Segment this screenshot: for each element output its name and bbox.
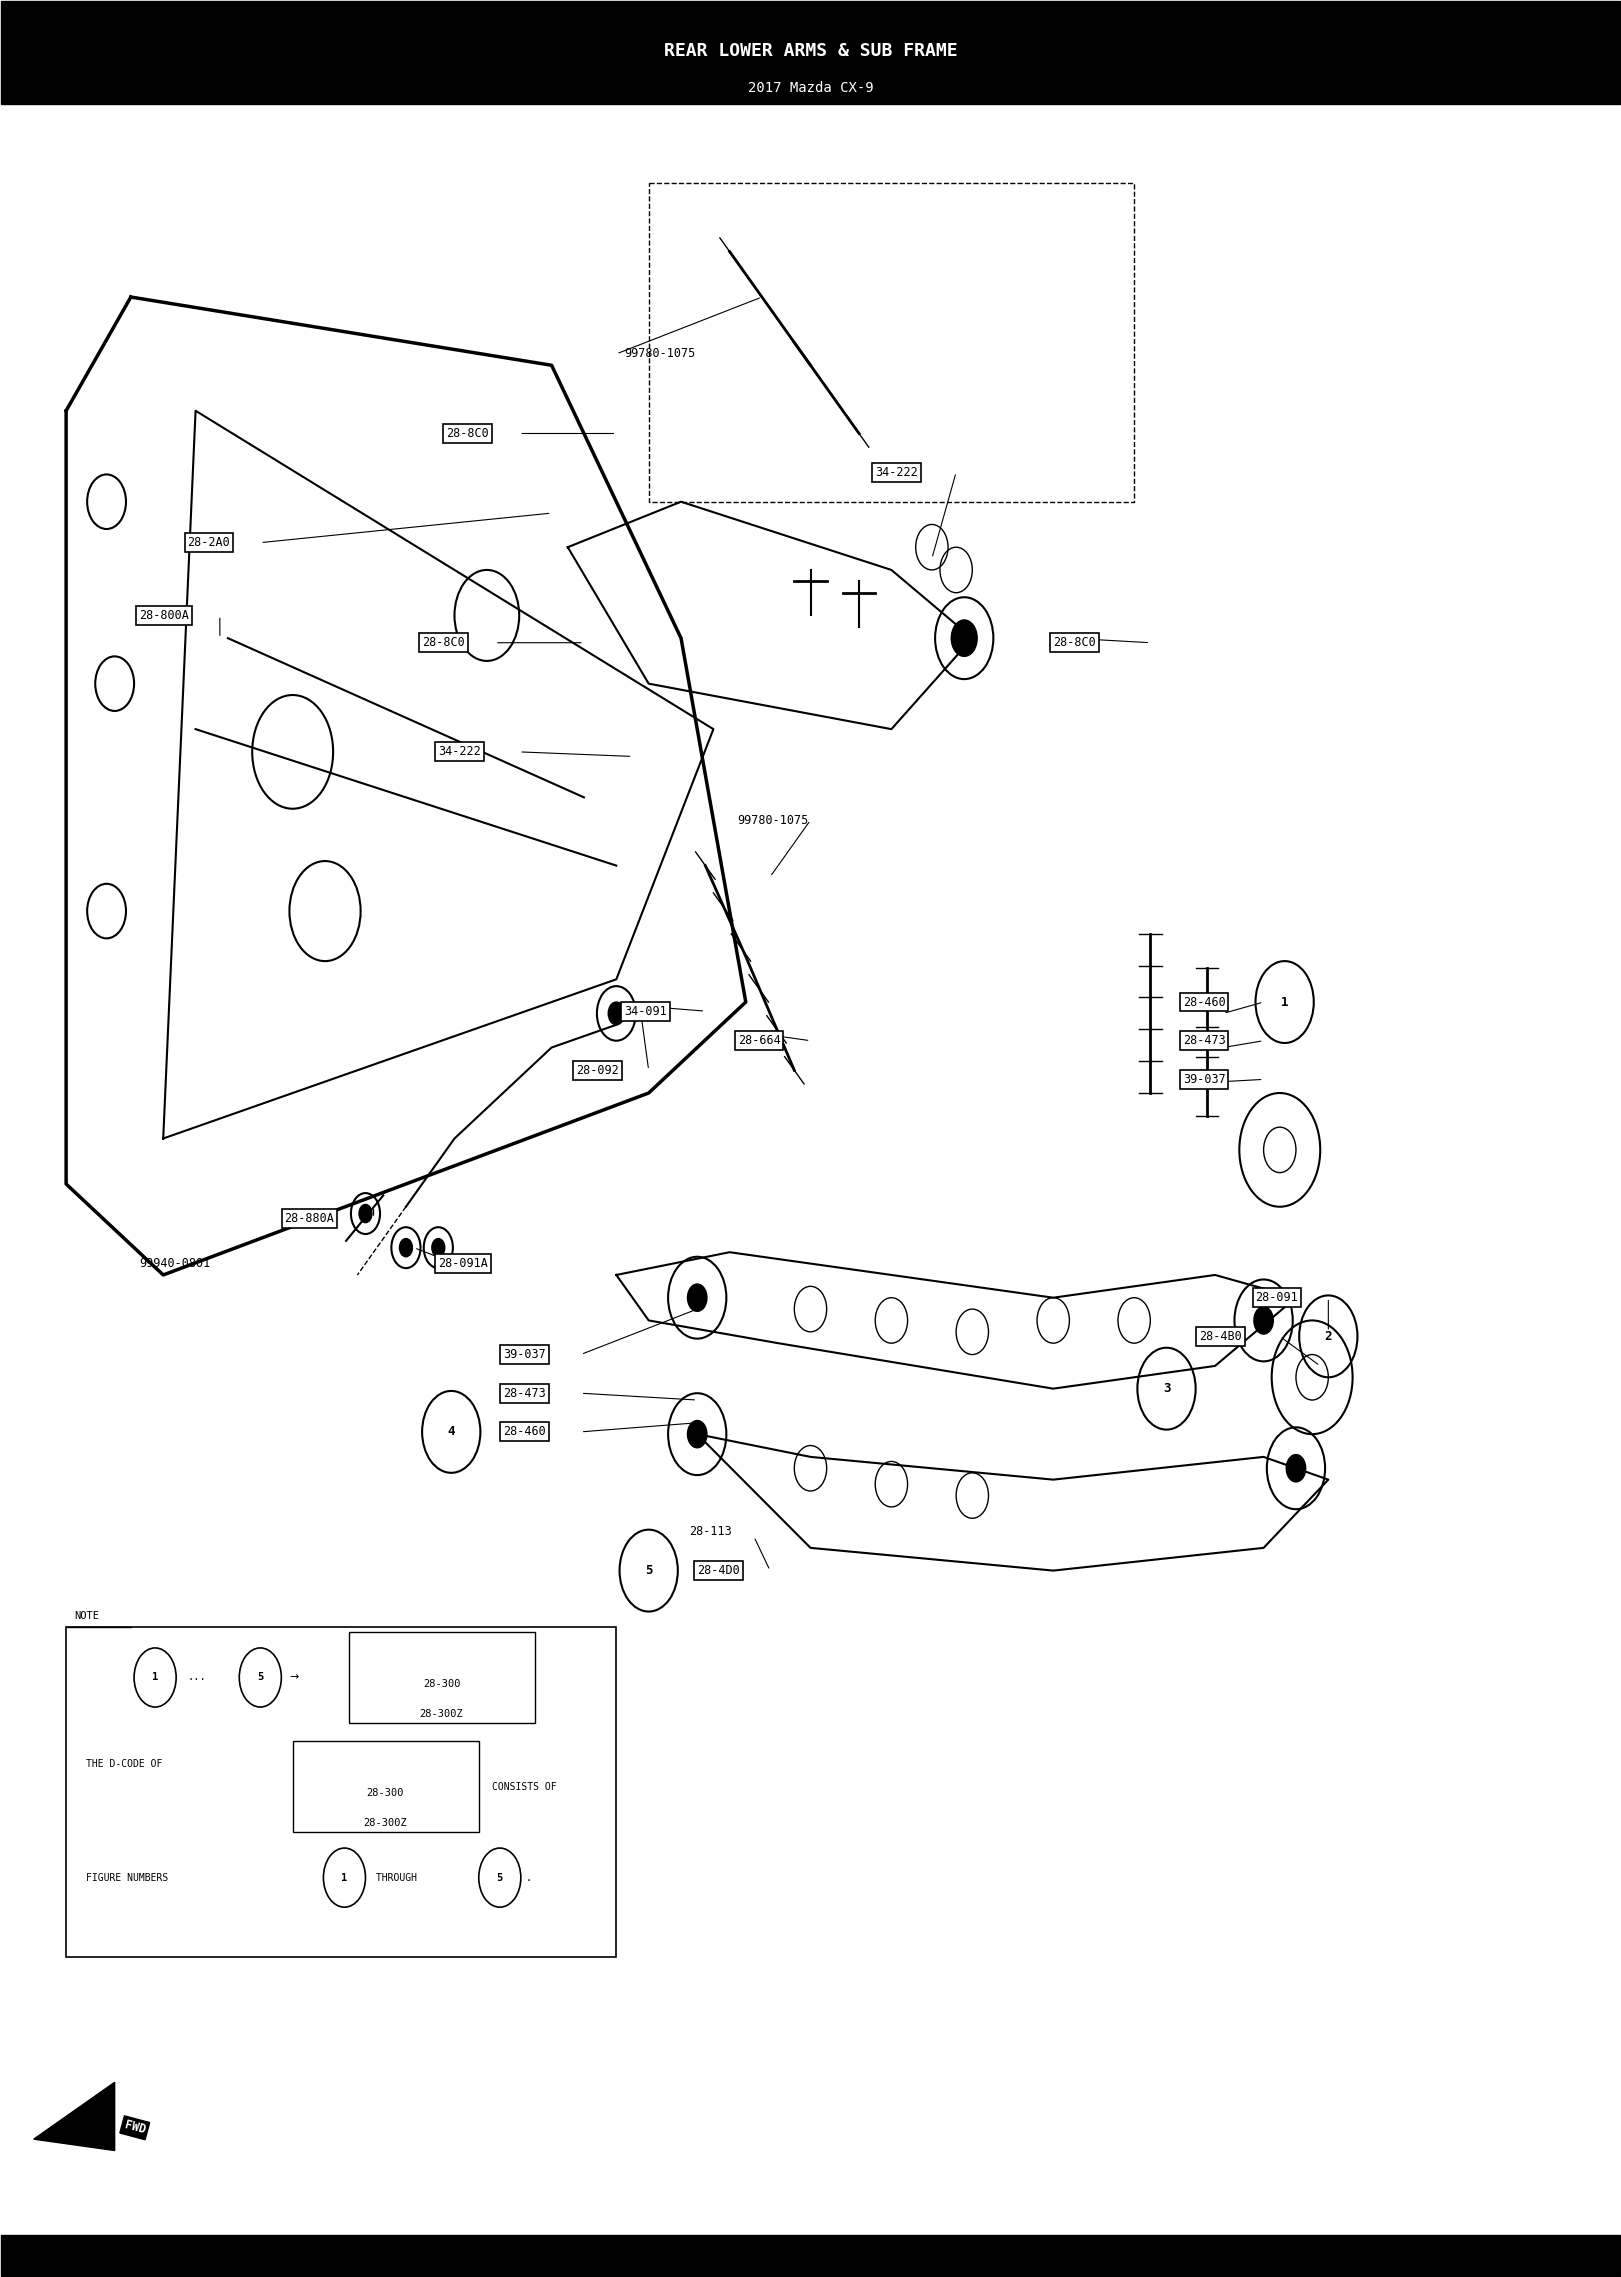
Text: ...: ... bbox=[188, 1674, 206, 1683]
FancyBboxPatch shape bbox=[293, 1742, 478, 1833]
Circle shape bbox=[608, 1002, 624, 1025]
Text: 28-4D0: 28-4D0 bbox=[697, 1564, 739, 1578]
Circle shape bbox=[399, 1239, 412, 1257]
Text: 1: 1 bbox=[152, 1674, 159, 1683]
Text: 28-664: 28-664 bbox=[738, 1034, 780, 1047]
Circle shape bbox=[1285, 1455, 1305, 1482]
Text: 28-8C0: 28-8C0 bbox=[1054, 635, 1096, 649]
Text: NOTE: NOTE bbox=[75, 1610, 99, 1621]
Circle shape bbox=[687, 1421, 707, 1448]
Text: 28-800A: 28-800A bbox=[139, 608, 188, 622]
Text: 28-092: 28-092 bbox=[575, 1063, 619, 1077]
Text: REAR LOWER ARMS & SUB FRAME: REAR LOWER ARMS & SUB FRAME bbox=[663, 43, 958, 61]
Text: 28-4B0: 28-4B0 bbox=[1200, 1330, 1242, 1343]
Text: →: → bbox=[290, 1674, 298, 1683]
Circle shape bbox=[952, 619, 977, 656]
Text: 39-037: 39-037 bbox=[1183, 1072, 1225, 1086]
Text: CONSISTS OF: CONSISTS OF bbox=[491, 1781, 556, 1792]
FancyBboxPatch shape bbox=[66, 1628, 616, 1958]
Text: 28-113: 28-113 bbox=[689, 1526, 733, 1539]
Text: 5: 5 bbox=[496, 1872, 503, 1883]
Text: 34-222: 34-222 bbox=[438, 745, 481, 758]
Text: 1: 1 bbox=[1281, 995, 1289, 1009]
Text: 5: 5 bbox=[258, 1674, 264, 1683]
Text: 2: 2 bbox=[1324, 1330, 1332, 1343]
Text: 99780-1075: 99780-1075 bbox=[738, 813, 809, 827]
Text: 5: 5 bbox=[645, 1564, 652, 1578]
Text: 2017 Mazda CX-9: 2017 Mazda CX-9 bbox=[747, 80, 874, 96]
Text: 28-091A: 28-091A bbox=[438, 1257, 488, 1271]
Text: 34-222: 34-222 bbox=[875, 467, 917, 478]
Polygon shape bbox=[34, 2081, 115, 2149]
Text: FWD: FWD bbox=[123, 2118, 148, 2136]
Text: THROUGH: THROUGH bbox=[370, 1872, 417, 1883]
Text: 28-8C0: 28-8C0 bbox=[421, 635, 465, 649]
Text: 28-880A: 28-880A bbox=[285, 1211, 334, 1225]
Text: 28-300: 28-300 bbox=[366, 1787, 404, 1799]
Text: 28-300Z: 28-300Z bbox=[363, 1817, 407, 1828]
FancyBboxPatch shape bbox=[2, 2, 1619, 105]
Circle shape bbox=[431, 1239, 444, 1257]
Circle shape bbox=[1255, 1307, 1274, 1334]
Text: 28-300: 28-300 bbox=[423, 1680, 460, 1690]
Text: 28-300Z: 28-300Z bbox=[420, 1708, 464, 1719]
Text: 28-460: 28-460 bbox=[1183, 995, 1225, 1009]
Text: 28-2A0: 28-2A0 bbox=[188, 535, 230, 549]
Text: 34-091: 34-091 bbox=[624, 1004, 668, 1018]
Text: .: . bbox=[525, 1872, 532, 1883]
FancyBboxPatch shape bbox=[2, 2234, 1619, 2275]
FancyBboxPatch shape bbox=[349, 1633, 535, 1724]
Text: 28-460: 28-460 bbox=[503, 1425, 546, 1439]
Text: 4: 4 bbox=[447, 1425, 456, 1439]
Text: 3: 3 bbox=[1162, 1382, 1170, 1396]
Text: 1: 1 bbox=[342, 1872, 347, 1883]
Text: 99940-0801: 99940-0801 bbox=[139, 1257, 211, 1271]
Text: 28-8C0: 28-8C0 bbox=[446, 428, 490, 439]
Circle shape bbox=[687, 1284, 707, 1312]
Text: 28-473: 28-473 bbox=[1183, 1034, 1225, 1047]
Text: 28-091: 28-091 bbox=[1256, 1291, 1298, 1305]
Text: 39-037: 39-037 bbox=[503, 1348, 546, 1362]
Text: THE D-CODE OF: THE D-CODE OF bbox=[86, 1758, 162, 1769]
Text: 99780-1075: 99780-1075 bbox=[624, 348, 695, 360]
Text: FIGURE NUMBERS: FIGURE NUMBERS bbox=[86, 1872, 169, 1883]
Circle shape bbox=[358, 1205, 371, 1223]
Text: 28-473: 28-473 bbox=[503, 1387, 546, 1400]
